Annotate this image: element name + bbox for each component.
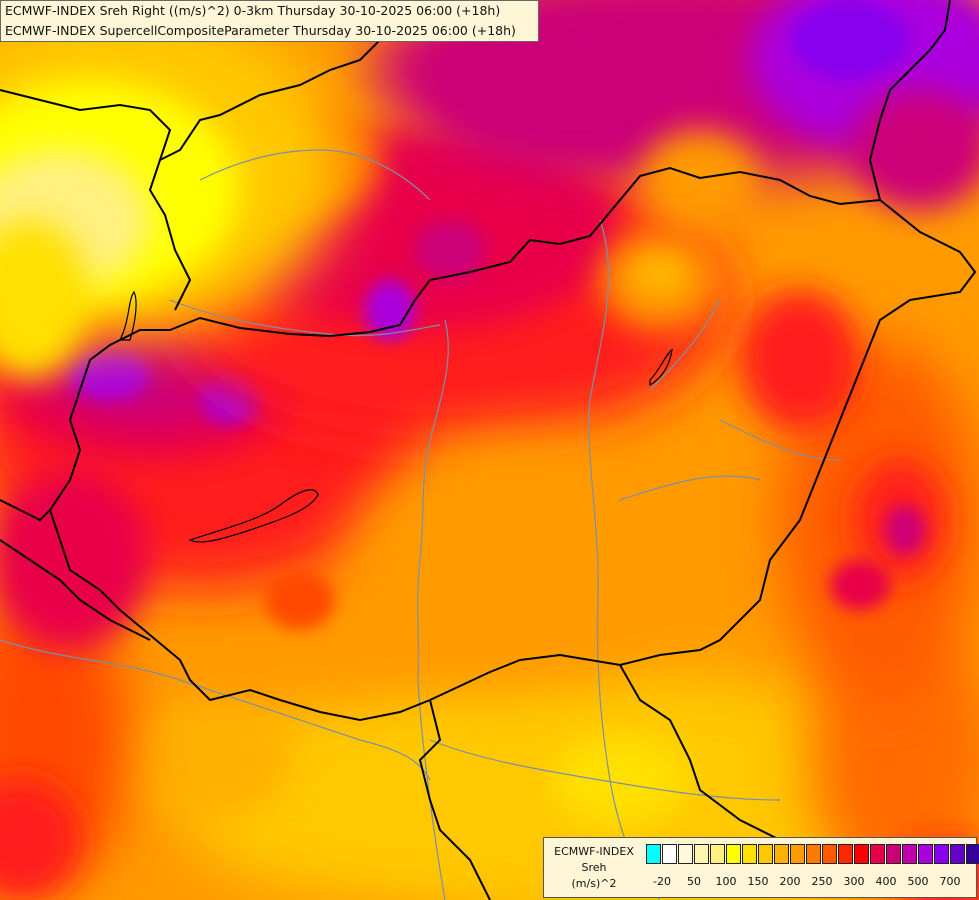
legend-tick: 700 [939,875,961,888]
legend-swatch [934,844,949,864]
legend-swatch [662,844,677,864]
legend-swatch [902,844,917,864]
legend-tick: 100 [715,875,737,888]
legend-label-line2: Sreh [581,861,607,874]
legend-tick: 250 [811,875,833,888]
legend-swatch [806,844,821,864]
legend-swatch [838,844,853,864]
legend-tick: 300 [843,875,865,888]
legend-ticks: -20 50 100 150 200 250 300 400 500 700 [646,875,976,891]
legend-swatch [726,844,741,864]
legend-swatch [710,844,725,864]
legend-label-line1: ECMWF-INDEX [554,845,634,858]
legend-swatch [678,844,693,864]
map-title-line1: ECMWF-INDEX Sreh Right ((m/s)^2) 0-3km T… [5,3,501,18]
legend-swatch [822,844,837,864]
river-lines [0,149,841,900]
map-title-line2: ECMWF-INDEX SupercellCompositeParameter … [5,23,516,38]
legend-swatch [774,844,789,864]
legend-swatch [758,844,773,864]
legend-swatch [886,844,901,864]
legend-swatch [918,844,933,864]
legend-label-line3: (m/s)^2 [571,877,617,890]
legend-tick: -20 [653,875,671,888]
legend-tick: 500 [907,875,929,888]
legend-tick: 400 [875,875,897,888]
legend-swatch [790,844,805,864]
color-legend: ECMWF-INDEX Sreh (m/s)^2 -20 50 100 150 200 2… [543,837,979,898]
legend-tick: 200 [779,875,801,888]
legend-swatch [694,844,709,864]
legend-swatch [966,844,979,864]
legend-swatch [742,844,757,864]
legend-label: ECMWF-INDEX Sreh (m/s)^2 [544,844,644,892]
legend-color-bar [646,844,979,866]
legend-tick: 50 [687,875,701,888]
legend-tick: 150 [747,875,769,888]
map-title-box: ECMWF-INDEX Sreh Right ((m/s)^2) 0-3km T… [0,0,539,42]
legend-swatch [950,844,965,864]
legend-swatch [854,844,869,864]
legend-swatch [646,844,661,864]
legend-swatch [870,844,885,864]
